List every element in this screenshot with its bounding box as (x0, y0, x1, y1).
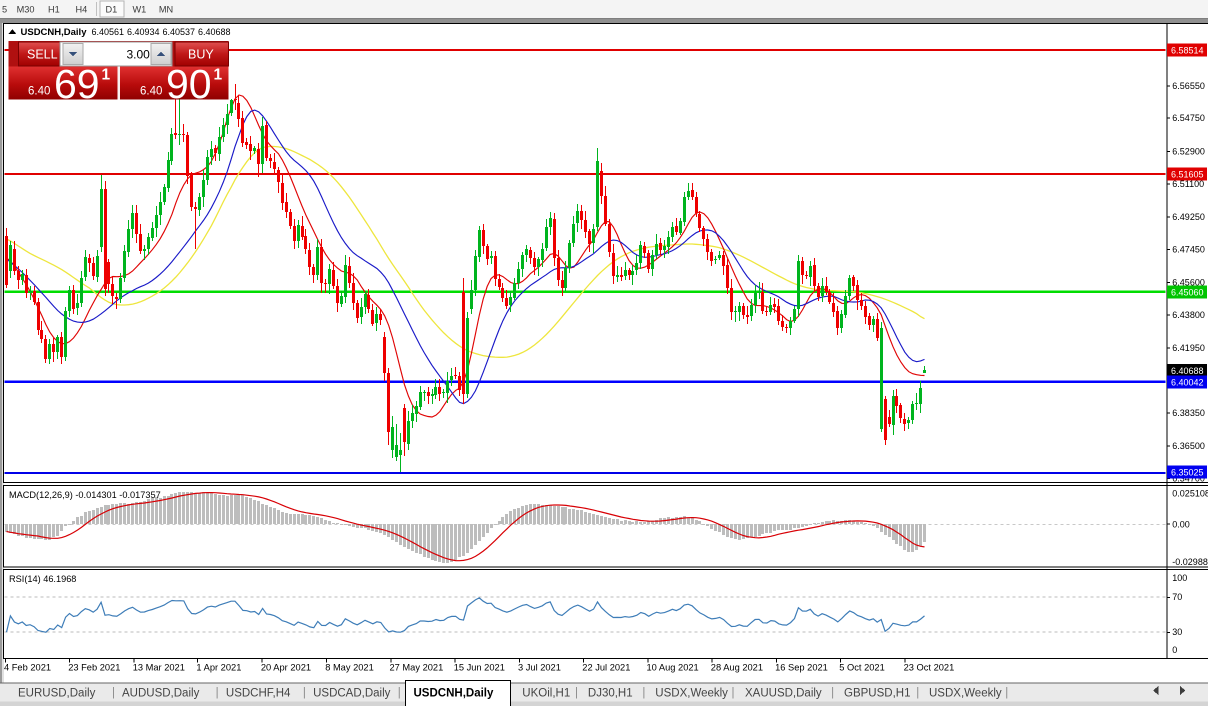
svg-text:6.35025: 6.35025 (1171, 468, 1204, 478)
svg-text:6.40042: 6.40042 (1171, 377, 1204, 387)
svg-text:DJ30,H1: DJ30,H1 (588, 688, 633, 700)
svg-text:XAUUSD,Daily: XAUUSD,Daily (745, 688, 822, 700)
svg-text:28 Aug 2021: 28 Aug 2021 (711, 663, 763, 673)
svg-text:UKOil,H1: UKOil,H1 (522, 688, 570, 700)
svg-text:6.45600: 6.45600 (1172, 278, 1205, 288)
svg-text:1: 1 (102, 67, 111, 84)
svg-text:USDX,Weekly: USDX,Weekly (655, 688, 728, 700)
svg-text:0.025108: 0.025108 (1172, 489, 1208, 499)
svg-text:RSI(14) 46.1968: RSI(14) 46.1968 (9, 574, 76, 584)
svg-text:6.40: 6.40 (28, 86, 50, 98)
svg-text:6.40561: 6.40561 (92, 27, 125, 37)
svg-text:|: | (831, 687, 834, 699)
svg-text:USDCAD,Daily: USDCAD,Daily (313, 688, 391, 700)
svg-text:AUDUSD,Daily: AUDUSD,Daily (122, 688, 200, 700)
svg-text:70: 70 (1172, 592, 1182, 602)
svg-text:GBPUSD,H1: GBPUSD,H1 (844, 688, 910, 700)
svg-text:BUY: BUY (188, 48, 214, 62)
svg-text:27 May 2021: 27 May 2021 (390, 663, 444, 673)
svg-text:|: | (112, 687, 115, 699)
svg-text:D1: D1 (106, 5, 118, 15)
svg-text:15 Jun 2021: 15 Jun 2021 (454, 663, 505, 673)
svg-text:6.38350: 6.38350 (1172, 408, 1205, 418)
svg-text:90: 90 (166, 61, 212, 107)
svg-text:3.00: 3.00 (127, 48, 151, 62)
svg-text:6.36500: 6.36500 (1172, 441, 1205, 451)
svg-text:|: | (1005, 687, 1008, 699)
svg-text:USDCHF,H4: USDCHF,H4 (226, 688, 291, 700)
svg-text:1 Apr 2021: 1 Apr 2021 (196, 663, 241, 673)
svg-text:|: | (575, 687, 578, 699)
svg-text:100: 100 (1172, 573, 1187, 583)
svg-text:23 Oct 2021: 23 Oct 2021 (904, 663, 955, 673)
svg-text:0: 0 (1172, 645, 1177, 655)
svg-text:6.40688: 6.40688 (1171, 366, 1204, 376)
svg-text:13 Mar 2021: 13 Mar 2021 (133, 663, 185, 673)
svg-text:MN: MN (159, 5, 173, 15)
svg-text:6.49250: 6.49250 (1172, 212, 1205, 222)
svg-text:6.51100: 6.51100 (1172, 179, 1204, 189)
svg-text:|: | (216, 687, 219, 699)
svg-text:6.40688: 6.40688 (198, 27, 231, 37)
svg-text:W1: W1 (133, 5, 147, 15)
svg-text:6.45060: 6.45060 (1171, 287, 1204, 297)
svg-text:6.40934: 6.40934 (127, 27, 160, 37)
svg-text:H4: H4 (76, 5, 88, 15)
svg-text:69: 69 (54, 61, 100, 107)
svg-text:6.43800: 6.43800 (1172, 310, 1205, 320)
svg-text:6.52900: 6.52900 (1172, 147, 1205, 157)
svg-text:3 Jul 2021: 3 Jul 2021 (518, 663, 561, 673)
svg-text:6.54750: 6.54750 (1172, 113, 1205, 123)
svg-text:|: | (916, 687, 919, 699)
svg-text:SELL: SELL (27, 48, 58, 62)
svg-text:MACD(12,26,9) -0.014301 -0.017: MACD(12,26,9) -0.014301 -0.017357 (9, 490, 161, 500)
svg-text:4 Feb 2021: 4 Feb 2021 (4, 663, 51, 673)
svg-text:16 Sep 2021: 16 Sep 2021 (775, 663, 828, 673)
svg-text:|: | (732, 687, 735, 699)
svg-text:|: | (398, 687, 401, 699)
svg-text:|: | (642, 687, 645, 699)
svg-text:6.58514: 6.58514 (1171, 46, 1204, 56)
svg-text:5: 5 (2, 5, 7, 15)
svg-text:23 Feb 2021: 23 Feb 2021 (68, 663, 120, 673)
svg-text:6.41950: 6.41950 (1172, 343, 1205, 353)
svg-text:8 May 2021: 8 May 2021 (325, 663, 374, 673)
svg-text:EURUSD,Daily: EURUSD,Daily (18, 688, 96, 700)
svg-text:20 Apr 2021: 20 Apr 2021 (261, 663, 311, 673)
svg-text:-0.02988: -0.02988 (1172, 557, 1208, 567)
svg-text:USDX,Weekly: USDX,Weekly (929, 688, 1002, 700)
svg-text:USDCNH,Daily: USDCNH,Daily (21, 27, 88, 38)
svg-text:6.40: 6.40 (140, 86, 162, 98)
svg-text:M30: M30 (17, 5, 35, 15)
svg-text:|: | (303, 687, 306, 699)
svg-text:6.51605: 6.51605 (1171, 170, 1204, 180)
svg-text:6.47450: 6.47450 (1172, 244, 1205, 254)
svg-text:H1: H1 (48, 5, 60, 15)
svg-text:6.40537: 6.40537 (163, 27, 196, 37)
svg-text:6.56550: 6.56550 (1172, 81, 1205, 91)
svg-text:5 Oct 2021: 5 Oct 2021 (839, 663, 884, 673)
svg-text:30: 30 (1172, 627, 1182, 637)
svg-text:1: 1 (214, 67, 223, 84)
svg-text:0.00: 0.00 (1172, 519, 1190, 529)
svg-text:22 Jul 2021: 22 Jul 2021 (582, 663, 630, 673)
svg-text:10 Aug 2021: 10 Aug 2021 (647, 663, 699, 673)
svg-text:USDCNH,Daily: USDCNH,Daily (414, 688, 494, 700)
